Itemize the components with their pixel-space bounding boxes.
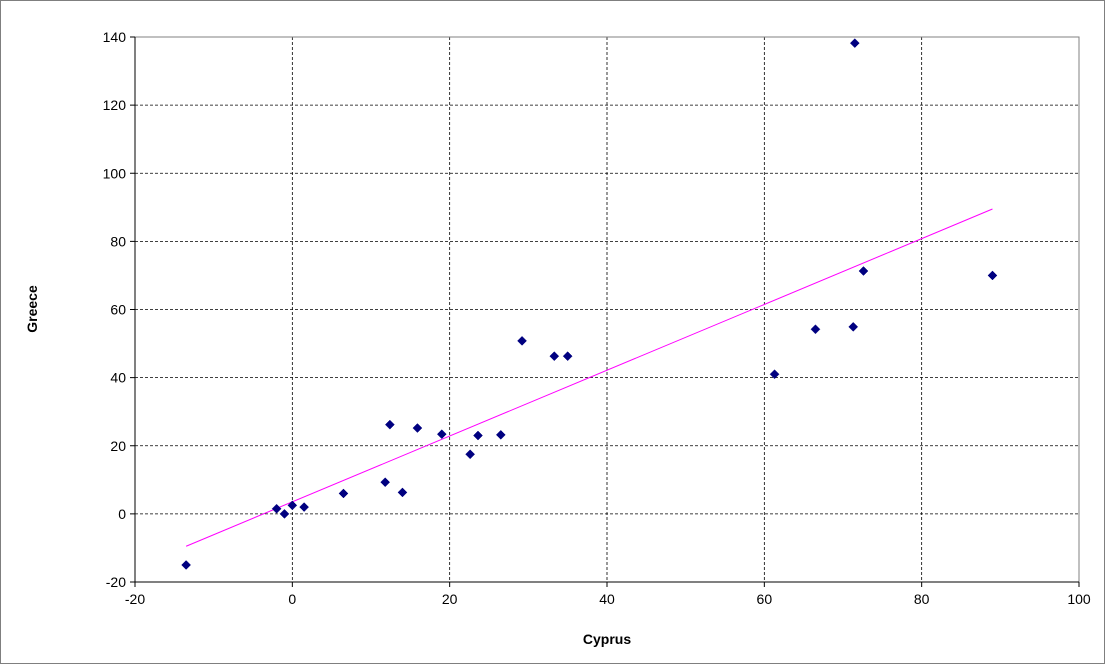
y-tick-label: 20 — [110, 438, 126, 454]
data-point — [858, 266, 869, 276]
y-tick-label: 40 — [110, 370, 126, 386]
data-point — [849, 38, 860, 48]
data-point — [279, 509, 290, 519]
x-tick-label: 60 — [757, 591, 773, 607]
y-tick-label: 100 — [103, 165, 127, 181]
trendline-group — [185, 208, 993, 547]
data-point — [495, 429, 506, 440]
y-tick-label: 0 — [118, 506, 126, 522]
x-tick-label: 20 — [442, 591, 458, 607]
data-point — [287, 500, 298, 511]
data-point — [562, 351, 573, 362]
data-point — [810, 324, 821, 335]
data-point — [848, 322, 859, 332]
data-point — [385, 419, 395, 430]
data-point — [987, 270, 998, 281]
data-point — [517, 335, 527, 346]
x-tick-label: -20 — [125, 591, 145, 607]
y-tick-label: 60 — [110, 302, 126, 318]
gridlines — [135, 37, 1079, 582]
y-tick-label: -20 — [106, 574, 126, 590]
data-point — [397, 487, 408, 498]
trendline — [185, 208, 993, 547]
data-points — [181, 38, 998, 570]
data-point — [465, 449, 475, 460]
data-point — [338, 488, 349, 499]
data-point — [299, 502, 309, 512]
axes: -20 0 20 40 60 80 100 -20 0 20 40 60 80 100 120 140 — [103, 29, 1091, 607]
y-tick-label: 140 — [103, 29, 127, 45]
y-tick-label: 120 — [103, 97, 127, 113]
data-point — [769, 369, 780, 380]
x-tick-label: 0 — [288, 591, 296, 607]
data-point — [181, 560, 191, 570]
data-point — [549, 351, 560, 362]
data-point — [412, 423, 423, 433]
x-axis-title: Cyprus — [583, 631, 631, 647]
x-tick-label: 40 — [599, 591, 615, 607]
data-point — [271, 503, 282, 514]
data-point — [380, 477, 391, 488]
x-tick-label: 100 — [1067, 591, 1091, 607]
x-tick-label: 80 — [914, 591, 930, 607]
y-tick-label: 80 — [110, 233, 126, 249]
data-point — [436, 429, 447, 440]
data-point — [473, 430, 483, 441]
y-axis-title: Greece — [24, 285, 40, 333]
